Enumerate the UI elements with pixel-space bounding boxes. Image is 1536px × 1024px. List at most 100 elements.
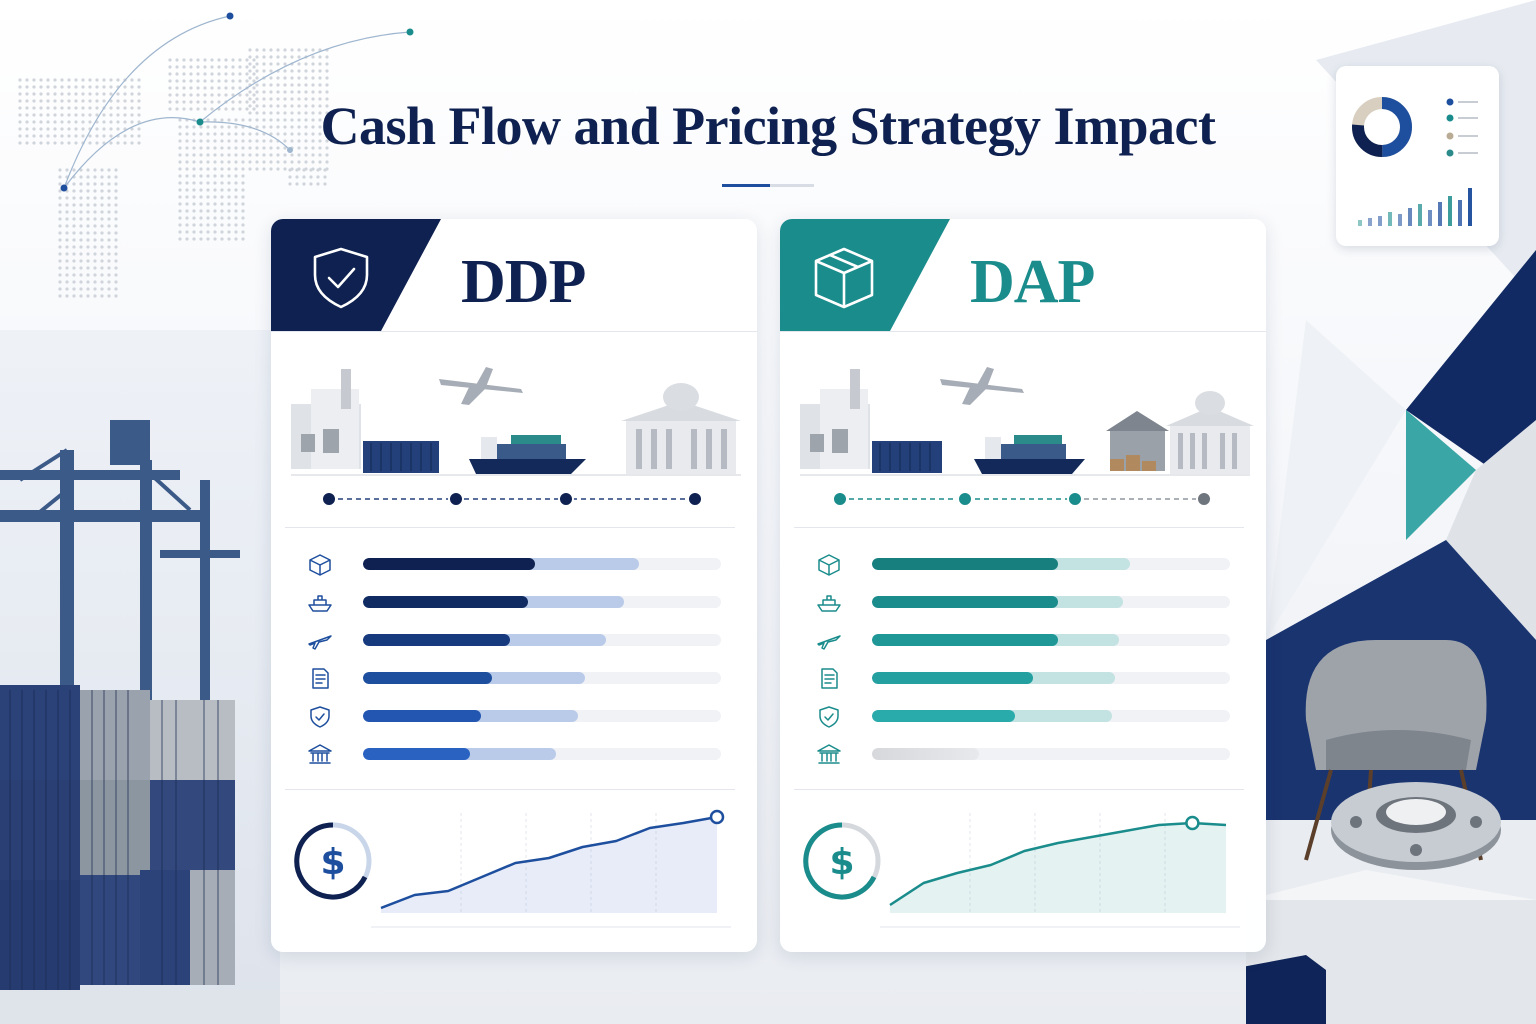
map-dot	[276, 76, 280, 80]
map-dot	[114, 175, 118, 179]
dap-route-illustration	[800, 367, 1254, 507]
map-dot	[234, 216, 238, 220]
map-dot	[227, 160, 231, 164]
map-dot	[189, 79, 193, 83]
map-dot	[196, 107, 200, 111]
map-dot	[58, 224, 62, 228]
map-dot	[88, 113, 92, 117]
map-dot	[58, 294, 62, 298]
map-dot	[93, 196, 97, 200]
container-icon	[872, 441, 942, 473]
map-dot	[231, 93, 235, 97]
map-dot	[262, 90, 266, 94]
map-dot	[116, 141, 120, 145]
map-dot	[311, 153, 315, 157]
map-dot	[199, 153, 203, 157]
map-dot	[238, 93, 242, 97]
map-dot	[107, 273, 111, 277]
map-dot	[102, 113, 106, 117]
map-dot	[238, 79, 242, 83]
map-dot	[311, 76, 315, 80]
map-dot	[245, 107, 249, 111]
map-dot	[325, 55, 329, 59]
map-dot	[227, 209, 231, 213]
map-dot	[18, 141, 22, 145]
map-dot	[262, 48, 266, 52]
map-dot	[72, 287, 76, 291]
map-dot	[227, 237, 231, 241]
map-dot	[311, 139, 315, 143]
map-dot	[192, 146, 196, 150]
map-dot	[323, 168, 327, 172]
map-dot	[255, 153, 259, 157]
map-dot	[65, 231, 69, 235]
metric-bar	[363, 558, 721, 570]
map-dot	[262, 118, 266, 122]
map-dot	[220, 139, 224, 143]
map-dot	[53, 141, 57, 145]
map-dot	[210, 100, 214, 104]
map-dot	[220, 132, 224, 136]
map-dot	[311, 146, 315, 150]
map-dot	[297, 90, 301, 94]
map-dot	[325, 62, 329, 66]
map-dot	[39, 120, 43, 124]
map-dot	[182, 107, 186, 111]
map-dot	[304, 132, 308, 136]
map-dot	[185, 216, 189, 220]
map-dot	[325, 118, 329, 122]
map-dot	[325, 139, 329, 143]
map-dot	[311, 62, 315, 66]
map-dot	[185, 160, 189, 164]
map-dot	[311, 160, 315, 164]
map-dot	[137, 85, 141, 89]
map-dot	[178, 174, 182, 178]
map-dot	[304, 111, 308, 115]
map-dot	[309, 175, 313, 179]
map-dot	[269, 69, 273, 73]
map-dot	[213, 146, 217, 150]
map-dot	[18, 113, 22, 117]
map-dot	[185, 188, 189, 192]
map-dot	[283, 167, 287, 171]
map-dot	[206, 237, 210, 241]
map-dot	[283, 139, 287, 143]
map-dot	[262, 69, 266, 73]
map-dot	[318, 118, 322, 122]
map-dot	[290, 76, 294, 80]
map-dot	[72, 259, 76, 263]
map-dot	[252, 93, 256, 97]
map-dot	[245, 72, 249, 76]
map-dot	[255, 160, 259, 164]
map-dot	[255, 167, 259, 171]
map-dot	[182, 79, 186, 83]
map-dot	[199, 160, 203, 164]
map-dot	[93, 287, 97, 291]
map-dot	[297, 62, 301, 66]
map-dot	[311, 97, 315, 101]
map-dot	[100, 252, 104, 256]
map-dot	[276, 160, 280, 164]
map-dot	[95, 127, 99, 131]
map-dot	[276, 83, 280, 87]
map-dot	[283, 90, 287, 94]
map-dot	[323, 182, 327, 186]
map-dot	[53, 99, 57, 103]
map-dot	[283, 111, 287, 115]
map-dot	[325, 97, 329, 101]
bank-icon	[308, 744, 332, 764]
map-dot	[74, 113, 78, 117]
map-dot	[18, 99, 22, 103]
map-dot	[192, 160, 196, 164]
map-dot	[199, 216, 203, 220]
map-dot	[213, 237, 217, 241]
map-dot	[318, 146, 322, 150]
map-dot	[224, 79, 228, 83]
map-dot	[290, 111, 294, 115]
map-dot	[206, 195, 210, 199]
map-dot	[199, 195, 203, 199]
map-dot	[95, 99, 99, 103]
map-dot	[311, 69, 315, 73]
map-dot	[203, 93, 207, 97]
map-dot	[213, 216, 217, 220]
